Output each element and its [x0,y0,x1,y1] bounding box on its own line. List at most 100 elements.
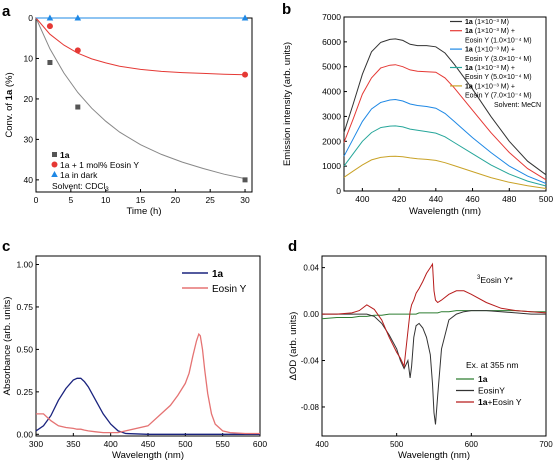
data-point-square [47,60,53,66]
emission-line [343,98,547,184]
x-tick-label: 30 [240,195,250,205]
legend-text: 1a (1×10⁻³ M) + [465,28,515,35]
legend-marker-eosin [51,161,58,168]
legend-text: 1a (1×10⁻³ M) [465,19,509,26]
y-tick-label: 1.00 [16,259,33,269]
legend-text: Eosin Y (3.0×10⁻⁴ M) [465,56,532,63]
x-tick-label: 15 [136,195,146,205]
x-tick-label: 500 [390,440,404,449]
solvent-a-text: Solvent: CDCl [52,181,105,191]
y-tick-label: 1000 [322,161,341,171]
y-tick-label: 20 [24,94,34,104]
legend-label-dark: 1a in dark [60,170,98,180]
solvent-a-sub: 3 [105,187,109,193]
x-tick-label: 500 [539,194,553,204]
legend-text: 1a (1×10⁻³ M) + [465,65,515,72]
legend-text: Eosin Y (5.0×10⁻⁴ M) [465,74,532,81]
y-tick-label: 30 [24,134,34,144]
y-axis-label: Emission intensity (arb. units) [282,42,293,166]
y-tick-label: 5000 [322,62,341,72]
triplet-sup: 3 [477,275,481,281]
data-point-circle [46,23,53,30]
legend-text: 1a [478,374,488,384]
y-tick-label: 2000 [322,136,341,146]
y-tick-label: -0.08 [301,403,320,412]
emission-line [343,64,547,181]
legend-label-1a: 1a [60,150,70,160]
y-axis-label: Absorbance (arb. units) [2,297,13,396]
data-point-square [75,104,81,110]
legend-rest: +Eosin Y [487,397,521,407]
legend-bold: 1a [465,19,473,26]
x-tick-label: 350 [66,439,80,449]
y-axis-label-part: Conv. of [4,100,15,137]
data-point-square [242,177,248,183]
data-point-triangle [241,14,249,21]
y-tick-label: 0.25 [16,387,33,397]
annotation-triplet: 3Eosin Y* [477,275,513,285]
x-axis-label: Wavelength (nm) [409,206,481,217]
legend-b: 1a (1×10⁻³ M)1a (1×10⁻³ M) +Eosin Y (1.0… [450,19,541,109]
emission-line [343,125,547,187]
emission-line [343,38,547,176]
x-tick-label: 400 [104,439,118,449]
legend-bold: 1a [465,83,473,90]
legend-label-eosin: 1a + 1 mol% Eosin Y [60,160,139,170]
legend-text: 1a (1×10⁻³ M) + [465,47,515,54]
data-point-triangle [46,14,54,21]
y-tick-label: 10 [24,53,34,63]
legend-text: 1a [212,269,224,280]
x-tick-label: 400 [315,440,329,449]
legend-text: 1a (1×10⁻³ M) + [465,83,515,90]
triplet-text: Eosin Y* [480,275,513,285]
legend-text: Eosin Y (1.0×10⁻⁴ M) [465,37,532,44]
legend-rest: (1×10⁻³ M) [473,19,509,26]
x-tick-label: 600 [465,440,479,449]
legend-rest: (1×10⁻³ M) + [473,65,515,72]
absorbance-line [36,332,260,435]
x-axis-label: Time (h) [126,206,161,217]
plot-frame [35,255,261,437]
plot-frame [343,16,547,192]
legend-solvent-a: Solvent: CDCl3 [52,181,109,193]
y-tick-label: 3000 [322,111,341,121]
data-point-circle [242,71,249,78]
legend-c: 1a Eosin Y [182,269,247,295]
panel-label-a: a [2,3,11,20]
y-axis-label: Conv. of 1a (%) [4,72,15,137]
y-axis-label-part: 1a [4,89,15,100]
legend-marker-dark [51,171,58,177]
fit-curve [35,17,246,76]
chart-panel-c: 300 350 400 450 500 550 600 0.00 0.25 0.50 0.75 1.0… [2,255,267,461]
emission-line [343,155,547,189]
y-tick-label: 0.00 [303,310,319,319]
y-tick-label: 0.75 [16,302,33,312]
y-tick-label: 6000 [322,37,341,47]
y-tick-label: 0 [28,13,33,23]
y-tick-label: -0.04 [301,357,320,366]
legend-bold: 1a [465,47,473,54]
chart-panel-b: 400 420 440 460 480 5000100020003000400050006… [282,12,553,217]
x-tick-label: 600 [253,439,267,449]
x-tick-label: 0 [34,195,39,205]
y-tick-label: 0.04 [303,264,319,273]
transient-line [322,262,547,369]
y-axis-label: ΔOD (arb. units) [288,312,299,381]
legend-rest: (1×10⁻³ M) + [473,28,515,35]
y-tick-label: 0 [336,186,341,196]
legend-text: Solvent: MeCN [494,102,541,109]
x-axis-label: Wavelength (nm) [112,450,184,461]
x-tick-label: 500 [178,439,192,449]
x-tick-label: 550 [216,439,230,449]
x-tick-label: 10 [101,195,111,205]
panel-label-b: b [282,1,291,18]
chart-panel-d: 400 500 600 700 0.04 0.00 -0.04 -0.08 Wavelength… [288,255,553,461]
legend-bold: 1a [465,65,473,72]
legend-bold: 1a [465,28,473,35]
panel-label-c: c [2,238,10,255]
fit-curve [35,17,246,180]
panel-label-d: d [288,238,297,255]
annotation-excitation: Ex. at 355 nm [466,360,518,370]
x-tick-label: 20 [171,195,181,205]
